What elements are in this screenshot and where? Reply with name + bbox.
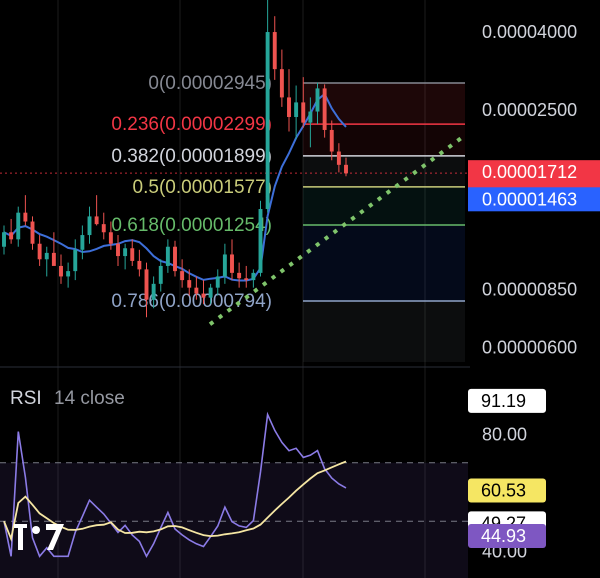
candle-body bbox=[87, 216, 92, 236]
tradingview-logo bbox=[14, 524, 64, 550]
fibonacci-zones bbox=[303, 82, 465, 362]
candle-body bbox=[73, 249, 78, 272]
last-price-value: 0.00001712 bbox=[482, 162, 577, 182]
rsi-band-fill bbox=[0, 462, 468, 578]
fib-label-0-382: 0.382(0.00001899) bbox=[111, 146, 272, 167]
candle-body bbox=[344, 164, 348, 174]
candle-body bbox=[308, 111, 313, 123]
candle-body bbox=[279, 69, 284, 98]
fibonacci-lines bbox=[303, 82, 465, 302]
moving-average-tag bbox=[468, 187, 600, 212]
candle-body bbox=[151, 283, 156, 300]
candle-body bbox=[251, 272, 256, 281]
fib-zone bbox=[303, 300, 465, 362]
trend-line bbox=[208, 133, 467, 326]
candle-body bbox=[59, 265, 63, 277]
fibonacci-labels: 0(0.00002945) 0.236(0.00002299) 0.382(0.00… bbox=[0, 73, 468, 312]
candle-body bbox=[272, 32, 277, 70]
candle-body bbox=[44, 252, 49, 260]
rsi-line bbox=[3, 411, 347, 559]
rsi-value-label: 91.19 bbox=[481, 391, 526, 411]
candle-body bbox=[222, 254, 227, 277]
rsi-value-tag bbox=[468, 388, 546, 413]
candle-body bbox=[30, 221, 35, 244]
fib-zone bbox=[303, 82, 465, 125]
candle-body bbox=[101, 224, 106, 233]
rsi-value-label: 44.93 bbox=[481, 526, 526, 546]
price-axis: 0.00004000 0.00002500 0.00000850 0.00000600… bbox=[468, 22, 600, 358]
candle-body bbox=[208, 287, 213, 298]
rsi-value-tag bbox=[468, 478, 546, 503]
rsi-value-label: 60.53 bbox=[481, 480, 526, 500]
candle-body bbox=[230, 254, 234, 273]
candle-body bbox=[37, 243, 42, 260]
fib-zone bbox=[303, 224, 465, 301]
fib-label-0-5: 0.5(0.00001577) bbox=[133, 177, 272, 198]
fib-zone bbox=[303, 155, 465, 187]
rsi-title: RSI bbox=[10, 388, 42, 409]
candle-body bbox=[94, 216, 99, 225]
candle-body bbox=[215, 276, 220, 288]
rsi-params: 14 close bbox=[54, 388, 125, 409]
candle-body bbox=[116, 243, 120, 257]
candle-body bbox=[329, 129, 334, 152]
candle-body bbox=[80, 235, 85, 250]
moving-average-value: 0.00001463 bbox=[482, 189, 577, 209]
fib-label-0-618: 0.618(0.00001254) bbox=[111, 215, 272, 236]
candle-body bbox=[336, 151, 341, 165]
price-tick-label: 0.00002500 bbox=[482, 100, 577, 120]
candle-body bbox=[9, 232, 14, 240]
candle-body bbox=[315, 88, 320, 112]
candle-body bbox=[165, 246, 170, 266]
candle-body bbox=[301, 102, 306, 123]
candle-body bbox=[287, 97, 291, 117]
candle-body bbox=[201, 293, 206, 298]
fib-zone bbox=[303, 186, 465, 225]
candle-body bbox=[258, 209, 263, 273]
candle-body bbox=[173, 246, 177, 272]
price-tick-label: 0.00000850 bbox=[482, 280, 577, 300]
candle-body bbox=[194, 287, 199, 294]
rsi-axis-label: 80.00 bbox=[482, 425, 527, 445]
candle-body bbox=[158, 265, 163, 284]
candle-body bbox=[108, 232, 113, 244]
fib-label-0-236: 0.236(0.00002299) bbox=[111, 114, 272, 135]
candle-body bbox=[123, 248, 128, 257]
candle-body bbox=[237, 272, 242, 279]
candle-body bbox=[130, 248, 135, 261]
rsi-panel: RSI 14 close80.0040.0091.1960.5349.2744.9… bbox=[0, 388, 546, 578]
candlesticks bbox=[2, 0, 348, 318]
candle-body bbox=[322, 88, 327, 130]
candle-body bbox=[2, 232, 6, 247]
candle-body bbox=[187, 280, 192, 288]
candle-body bbox=[144, 269, 149, 300]
rsi-value-tag bbox=[468, 524, 546, 549]
candle-body bbox=[244, 278, 249, 281]
candle-body bbox=[66, 271, 71, 277]
price-tick-label: 0.00000600 bbox=[482, 338, 577, 358]
support-trend-line bbox=[208, 133, 467, 326]
fib-label-0: 0(0.00002945) bbox=[148, 73, 272, 94]
candle-body bbox=[180, 271, 185, 281]
price-tick-label: 0.00004000 bbox=[482, 22, 577, 42]
candle-body bbox=[137, 260, 142, 270]
fib-label-0-786: 0.786(0.00000794) bbox=[111, 291, 272, 312]
candle-body bbox=[294, 102, 299, 117]
candle-body bbox=[51, 252, 56, 266]
candle-body bbox=[23, 212, 28, 222]
candle-body bbox=[16, 212, 21, 240]
candle-body bbox=[265, 32, 270, 210]
